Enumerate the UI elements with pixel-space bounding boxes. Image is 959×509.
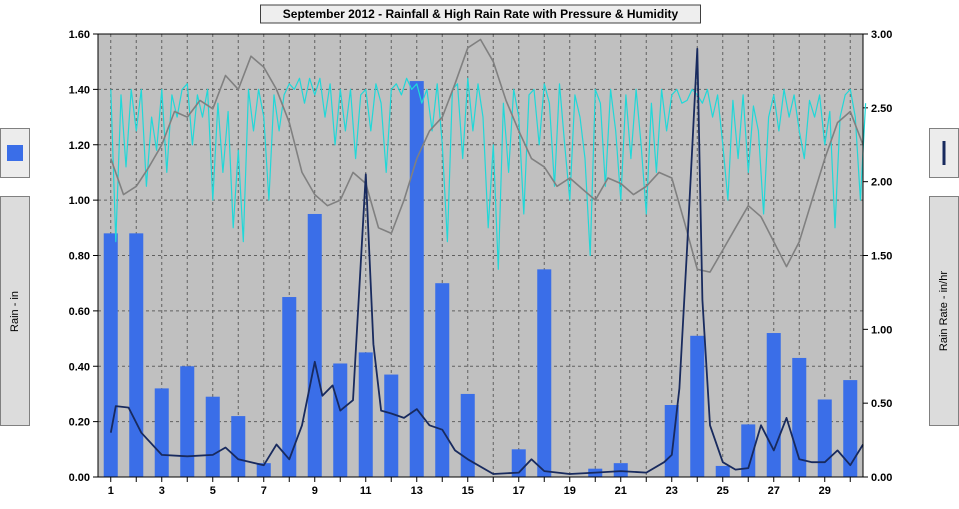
svg-text:3.00: 3.00 [871,29,892,41]
svg-text:21: 21 [615,485,627,497]
svg-text:1.00: 1.00 [69,195,90,207]
svg-text:0.00: 0.00 [69,472,90,484]
svg-text:29: 29 [819,485,831,497]
svg-text:2.50: 2.50 [871,103,892,115]
svg-text:1: 1 [108,485,114,497]
rain-bar [690,336,704,477]
rain-bar [818,399,832,477]
rain-bar [843,380,857,477]
svg-text:1.60: 1.60 [69,29,90,41]
svg-text:25: 25 [717,485,729,497]
svg-text:9: 9 [312,485,318,497]
svg-text:23: 23 [666,485,678,497]
svg-text:1.50: 1.50 [871,251,892,263]
svg-text:0.00: 0.00 [871,472,892,484]
rain-bar [180,366,194,477]
svg-text:0.20: 0.20 [69,417,90,429]
rain-bar [767,333,781,477]
chart-canvas: 0.00 0.20 0.40 0.60 0.80 1.00 1.20 1.40 1.60 0.00… [0,0,959,509]
rain-bar [384,375,398,477]
svg-text:1.20: 1.20 [69,140,90,152]
rain-bar [155,388,169,477]
svg-text:11: 11 [360,485,372,497]
rain-bar [282,297,296,477]
rain-bar [461,394,475,477]
svg-text:27: 27 [768,485,780,497]
rain-bar [308,214,322,477]
svg-text:1.00: 1.00 [871,324,892,336]
svg-text:0.40: 0.40 [69,361,90,373]
svg-text:0.80: 0.80 [69,251,90,263]
rain-bar [614,463,628,477]
chart-title: September 2012 - Rainfall & High Rain Ra… [283,7,679,21]
svg-text:0.50: 0.50 [871,398,892,410]
svg-text:2.00: 2.00 [871,177,892,189]
svg-text:17: 17 [513,485,525,497]
chart-root: Rain - in Rain Rate - in/hr 0.000.200.40… [0,0,959,509]
rain-bar [410,81,424,477]
rain-bar [206,397,220,477]
svg-text:5: 5 [210,485,216,497]
svg-text:7: 7 [261,485,267,497]
svg-text:15: 15 [462,485,474,497]
rain-bar [537,269,551,477]
svg-text:13: 13 [411,485,423,497]
rain-bar [359,352,373,477]
svg-text:0.60: 0.60 [69,306,90,318]
rain-bar [333,363,347,477]
rain-bar [435,283,449,477]
svg-text:19: 19 [564,485,576,497]
rain-bar [129,233,143,477]
svg-text:1.40: 1.40 [69,84,90,96]
rain-bar [231,416,245,477]
rain-bar [104,233,118,477]
svg-text:3: 3 [159,485,165,497]
rain-bar [716,466,730,477]
